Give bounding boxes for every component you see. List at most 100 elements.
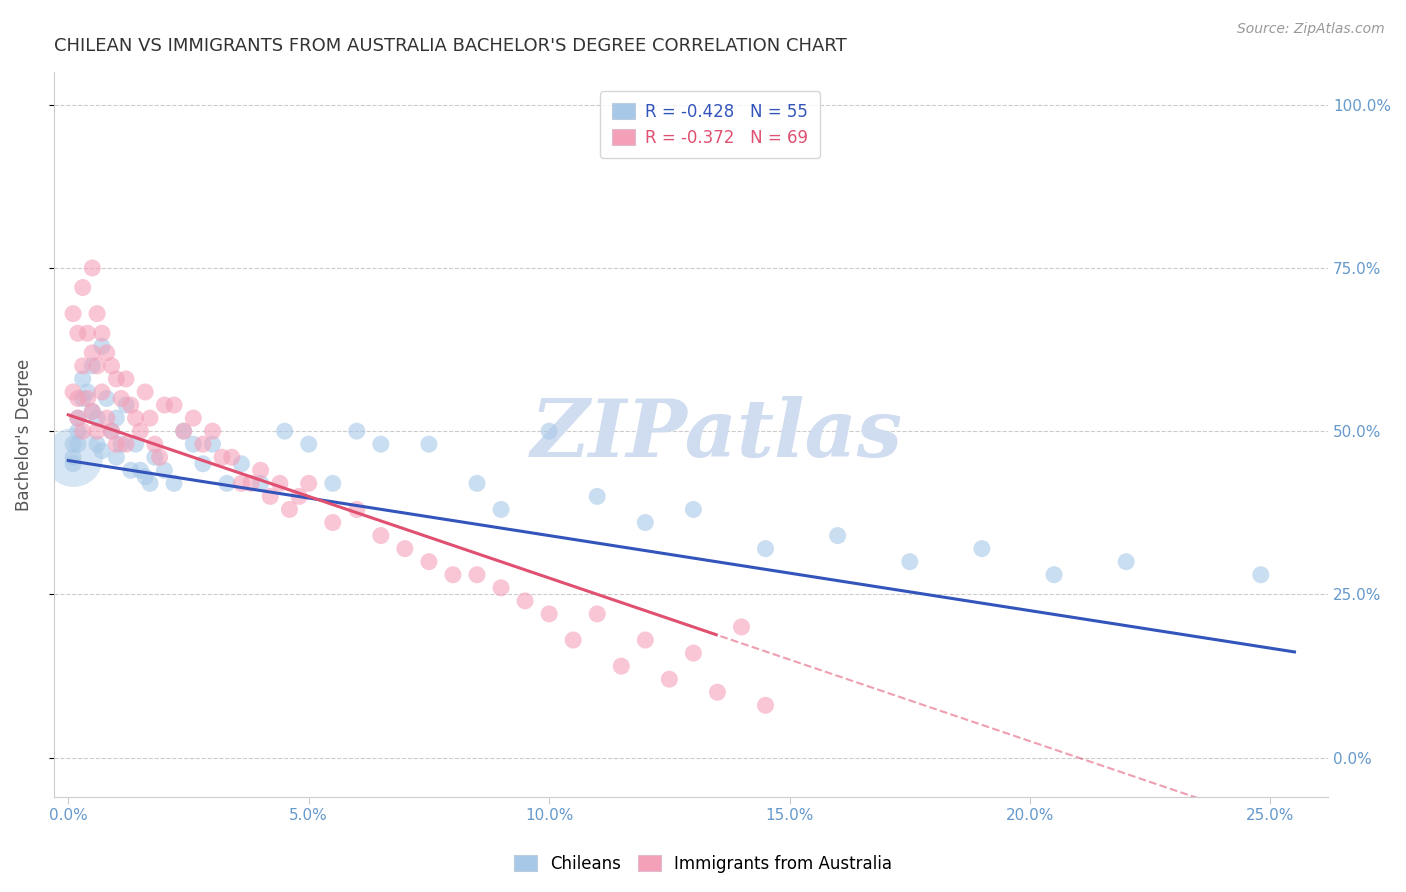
Point	[562, 633, 585, 648]
Point	[153, 398, 176, 412]
Point	[211, 450, 233, 465]
Point	[394, 541, 416, 556]
Point	[82, 346, 104, 360]
Point	[181, 411, 204, 425]
Point	[110, 437, 132, 451]
Point	[489, 502, 512, 516]
Point	[72, 392, 94, 406]
Point	[1043, 567, 1066, 582]
Point	[682, 502, 704, 516]
Point	[538, 607, 561, 621]
Point	[72, 280, 94, 294]
Point	[82, 404, 104, 418]
Point	[269, 476, 291, 491]
Point	[288, 490, 311, 504]
Point	[86, 424, 108, 438]
Point	[90, 384, 112, 399]
Point	[143, 437, 166, 451]
Point	[86, 437, 108, 451]
Point	[221, 450, 243, 465]
Point	[215, 476, 238, 491]
Point	[86, 359, 108, 373]
Point	[586, 490, 609, 504]
Point	[1115, 555, 1137, 569]
Point	[418, 555, 440, 569]
Point	[754, 698, 776, 713]
Point	[706, 685, 728, 699]
Point	[72, 424, 94, 438]
Point	[346, 502, 368, 516]
Point	[827, 528, 849, 542]
Point	[149, 450, 172, 465]
Point	[322, 516, 344, 530]
Point	[86, 411, 108, 425]
Point	[1250, 567, 1272, 582]
Point	[754, 541, 776, 556]
Text: CHILEAN VS IMMIGRANTS FROM AUSTRALIA BACHELOR'S DEGREE CORRELATION CHART: CHILEAN VS IMMIGRANTS FROM AUSTRALIA BAC…	[53, 37, 846, 55]
Point	[62, 457, 84, 471]
Point	[634, 516, 657, 530]
Point	[115, 372, 138, 386]
Point	[682, 646, 704, 660]
Point	[201, 437, 224, 451]
Point	[76, 392, 98, 406]
Point	[96, 411, 118, 425]
Point	[513, 594, 536, 608]
Point	[62, 384, 84, 399]
Point	[72, 372, 94, 386]
Point	[100, 424, 122, 438]
Point	[970, 541, 993, 556]
Point	[730, 620, 752, 634]
Point	[298, 476, 321, 491]
Point	[105, 411, 128, 425]
Point	[66, 326, 89, 341]
Point	[181, 437, 204, 451]
Point	[110, 392, 132, 406]
Point	[143, 450, 166, 465]
Point	[139, 411, 162, 425]
Point	[86, 307, 108, 321]
Point	[418, 437, 440, 451]
Legend: R = -0.428   N = 55, R = -0.372   N = 69: R = -0.428 N = 55, R = -0.372 N = 69	[600, 91, 820, 158]
Point	[62, 307, 84, 321]
Point	[898, 555, 921, 569]
Point	[201, 424, 224, 438]
Point	[129, 424, 152, 438]
Text: ZIPatlas: ZIPatlas	[530, 396, 903, 473]
Point	[66, 437, 89, 451]
Point	[82, 404, 104, 418]
Point	[100, 359, 122, 373]
Point	[370, 528, 392, 542]
Point	[298, 437, 321, 451]
Point	[465, 567, 488, 582]
Point	[100, 424, 122, 438]
Point	[231, 476, 253, 491]
Point	[90, 443, 112, 458]
Point	[96, 346, 118, 360]
Point	[134, 384, 156, 399]
Point	[105, 437, 128, 451]
Point	[273, 424, 295, 438]
Point	[370, 437, 392, 451]
Point	[96, 392, 118, 406]
Point	[139, 476, 162, 491]
Point	[346, 424, 368, 438]
Point	[441, 567, 464, 582]
Y-axis label: Bachelor's Degree: Bachelor's Degree	[15, 359, 32, 510]
Point	[163, 476, 186, 491]
Point	[76, 384, 98, 399]
Point	[249, 463, 271, 477]
Point	[62, 450, 84, 465]
Point	[90, 326, 112, 341]
Point	[610, 659, 633, 673]
Point	[115, 437, 138, 451]
Point	[124, 437, 146, 451]
Point	[115, 398, 138, 412]
Point	[66, 392, 89, 406]
Point	[90, 339, 112, 353]
Point	[129, 463, 152, 477]
Point	[173, 424, 195, 438]
Point	[249, 476, 271, 491]
Point	[72, 359, 94, 373]
Point	[153, 463, 176, 477]
